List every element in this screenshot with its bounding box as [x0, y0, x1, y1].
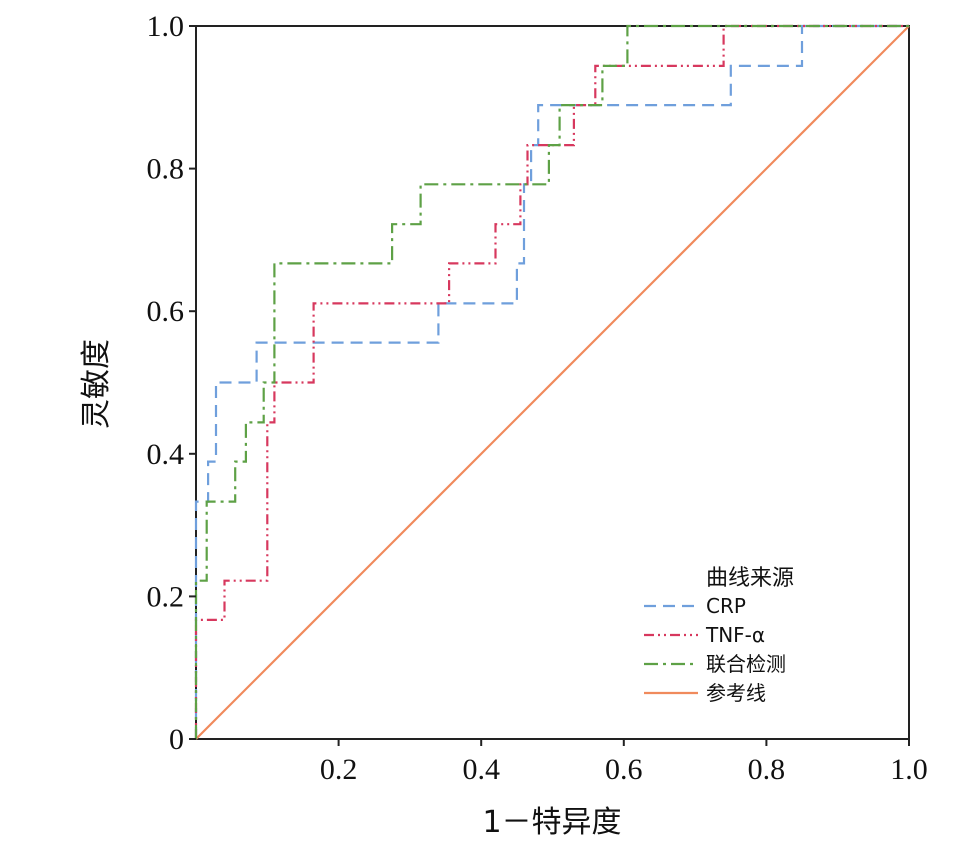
x-tick-label: 0.2: [320, 753, 358, 786]
y-axis-title: 灵敏度: [79, 339, 114, 429]
x-tick-label: 0.8: [748, 753, 786, 786]
y-tick-label: 0.2: [147, 580, 185, 613]
y-tick-label: 0: [169, 723, 184, 756]
x-tick-label: 1.0: [890, 753, 928, 786]
y-tick-label: 0.4: [147, 438, 185, 471]
plot-area: [195, 25, 910, 740]
legend-label-combined: 联合检测: [706, 652, 786, 676]
legend-title: 曲线来源: [706, 566, 794, 591]
legend-label-crp: CRP: [706, 594, 746, 618]
series-line-crp: [194, 24, 909, 739]
y-tick-label: 1.0: [147, 10, 185, 43]
series-line-tnf: [194, 24, 909, 739]
series-line-combined: [194, 24, 909, 739]
x-tick-label: 0.4: [462, 753, 500, 786]
legend-label-reference: 参考线: [706, 681, 766, 705]
y-tick-label: 0.8: [147, 153, 185, 186]
y-tick-label: 0.6: [147, 295, 185, 328]
series-line-reference: [195, 25, 910, 740]
legend-label-tnf-alpha: TNF-α: [705, 623, 765, 647]
x-axis-title: 1－特异度: [482, 805, 621, 840]
x-tick-label: 0.6: [605, 753, 643, 786]
